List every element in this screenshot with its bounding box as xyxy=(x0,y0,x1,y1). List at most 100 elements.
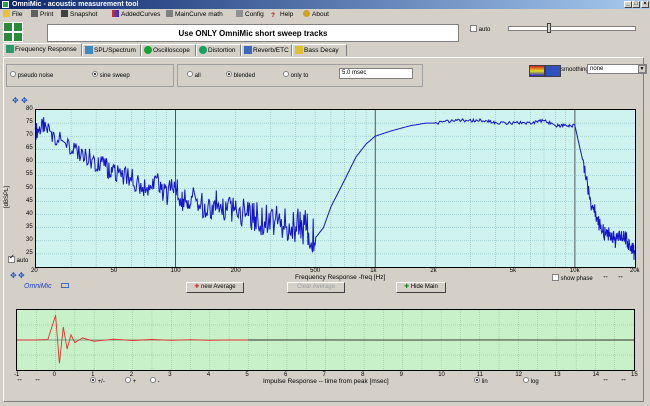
chevron-down-icon[interactable]: ▼ xyxy=(638,65,646,73)
calculator-icon xyxy=(166,10,173,17)
tab-reverb-etc[interactable]: Reverb/ETC xyxy=(241,44,292,56)
impulse-x-tick: 9 xyxy=(399,372,403,378)
freq-y-tick: 50 xyxy=(26,184,33,191)
impulse-x-tick: 7 xyxy=(322,372,326,378)
impulse-chart-svg xyxy=(17,310,634,370)
camera-icon xyxy=(61,10,68,17)
window-options xyxy=(177,64,423,87)
impulse-pan-icon[interactable]: ↔ xyxy=(602,376,609,383)
impulse-x-tick: 4 xyxy=(206,372,211,378)
menu-bar: File Print Snapshot AddedCurves MainCurv… xyxy=(0,9,650,20)
impulse-x-tick: 5 xyxy=(245,372,249,378)
level-slider-thumb[interactable] xyxy=(547,23,551,33)
stop-icon[interactable] xyxy=(13,32,23,42)
freq-auto-checkbox[interactable]: auto xyxy=(8,254,28,265)
menu-print[interactable]: Print xyxy=(31,10,53,19)
freq-y-tick: 40 xyxy=(26,210,33,217)
freq-x-label: Frequency Response -freq [Hz] xyxy=(295,274,386,281)
signal-options xyxy=(6,64,174,87)
impulse-x-tick: 1 xyxy=(91,372,95,378)
impulse-x-tick: -1 xyxy=(14,372,20,378)
axis-arrows-icon[interactable]: ✥ xyxy=(10,271,17,280)
freq-x-tick: 200 xyxy=(230,268,241,274)
smoothing-select[interactable]: none ▼ xyxy=(587,64,647,74)
tab-distortion[interactable]: Distortion xyxy=(196,44,241,56)
radio-sine-sweep[interactable]: sine sweep xyxy=(92,71,130,80)
radio-plus[interactable]: + xyxy=(125,377,136,386)
freq-y-tick: 25 xyxy=(26,249,33,256)
freq-x-tick: 500 xyxy=(310,268,321,274)
radio-minus[interactable]: - xyxy=(150,377,160,386)
close-button[interactable]: × xyxy=(641,1,649,8)
menu-help[interactable]: ? Help xyxy=(271,11,294,19)
tab-bass-decay[interactable]: Bass Decay xyxy=(292,44,347,56)
radio-pseudo-noise[interactable]: pseudo noise xyxy=(10,71,53,80)
frequency-chart-svg xyxy=(36,110,635,267)
record-icon[interactable] xyxy=(13,22,23,32)
tab-frequency-response[interactable]: Frequency Response xyxy=(3,43,82,56)
menu-file[interactable]: File xyxy=(3,10,22,19)
play-icon[interactable] xyxy=(3,22,13,32)
impulse-plot[interactable] xyxy=(16,309,635,371)
loop-icon[interactable] xyxy=(3,32,13,42)
freq-x-tick: 5k xyxy=(509,268,517,274)
menu-addedcurves[interactable]: AddedCurves xyxy=(112,10,160,19)
freq-x-tick: 1k xyxy=(370,268,377,274)
impulse-x-tick: 15 xyxy=(631,372,638,378)
frequency-plot[interactable] xyxy=(35,109,636,268)
title-bar: OmniMic - acoustic measurement tool _ □ … xyxy=(0,0,650,9)
move-icon[interactable]: ✥ xyxy=(21,96,28,105)
radio-blended[interactable]: blended xyxy=(226,71,255,80)
overlay-icon[interactable] xyxy=(545,65,561,77)
freq-y-tick: 75 xyxy=(26,119,33,126)
zoom-in-icon[interactable]: ✥ xyxy=(12,96,19,105)
freq-x-tick: 50 xyxy=(110,268,118,274)
color-icon[interactable] xyxy=(529,65,545,77)
impulse-x-tick: 0 xyxy=(52,372,56,378)
maximize-button[interactable]: □ xyxy=(632,1,640,8)
tab-spl-spectrum[interactable]: SPL/Spectrum xyxy=(82,44,141,56)
radio-only-to[interactable]: only to xyxy=(283,71,308,80)
impulse-x-tick: 10 xyxy=(438,372,445,378)
x-arrows2-icon[interactable]: ↔ xyxy=(617,273,624,280)
x-arrows-icon[interactable]: ↔ xyxy=(602,273,609,280)
freq-x-tick: 20 xyxy=(31,268,38,274)
minimize-button[interactable]: _ xyxy=(624,1,632,8)
menu-maincurve-math[interactable]: MainCurve math xyxy=(166,10,223,19)
impulse-zoom-icon[interactable]: ↔ xyxy=(16,376,23,383)
impulse-x-tick: 3 xyxy=(168,372,172,378)
radio-log[interactable]: log xyxy=(523,377,539,386)
menu-about[interactable]: About xyxy=(303,10,329,19)
radio-lin[interactable]: lin xyxy=(474,377,488,386)
auto-checkbox[interactable]: auto xyxy=(470,25,490,34)
banner: Use ONLY OmniMic short sweep tracks xyxy=(47,24,459,42)
only-to-input[interactable]: 5.0 msec xyxy=(339,68,413,79)
impulse-line-0 xyxy=(17,315,249,364)
freq-y-tick: 45 xyxy=(26,197,33,204)
impulse-x-tick: 14 xyxy=(592,372,600,378)
info-icon xyxy=(303,10,310,17)
axis-arrows2-icon[interactable]: ✥ xyxy=(18,271,25,280)
level-slider[interactable] xyxy=(508,26,636,31)
smoothing-label: smoothing xyxy=(561,67,589,73)
show-phase-checkbox[interactable]: show phase xyxy=(552,274,593,283)
impulse-x-tick: 11 xyxy=(476,372,483,378)
radio-plus-minus[interactable]: +/- xyxy=(90,377,105,386)
freq-x-tick: 100 xyxy=(170,268,181,274)
tab-oscilloscope[interactable]: Oscilloscope xyxy=(141,44,196,56)
new-average-button[interactable]: ✚ new Average xyxy=(186,282,244,293)
freq-y-tick: 80 xyxy=(26,106,33,112)
brand-icon xyxy=(61,283,69,288)
radio-all[interactable]: all xyxy=(187,71,201,80)
menu-snapshot[interactable]: Snapshot xyxy=(61,10,97,19)
wrench-icon xyxy=(236,10,243,17)
menu-config[interactable]: Config xyxy=(236,10,264,19)
impulse-zoom2-icon[interactable]: ↔ xyxy=(34,376,41,383)
freq-y-tick: 65 xyxy=(26,145,33,152)
scope-icon xyxy=(144,46,152,54)
curves-icon xyxy=(112,10,119,17)
folder-icon xyxy=(3,10,10,17)
impulse-pan2-icon[interactable]: ↔ xyxy=(620,376,627,383)
hide-main-button[interactable]: ✚ Hide Main xyxy=(396,282,446,293)
clear-average-button[interactable]: Clear Average xyxy=(287,282,345,293)
